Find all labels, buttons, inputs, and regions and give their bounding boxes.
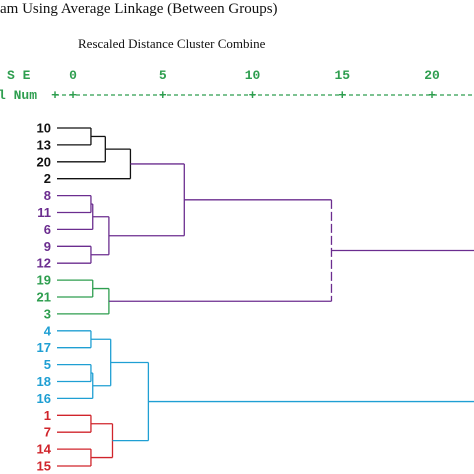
axis-tick-mark: + bbox=[428, 88, 436, 103]
axis-ticks: 0+5+10+15+20++ bbox=[51, 68, 440, 103]
header-row-label: l Num bbox=[0, 88, 37, 103]
leaf-label: 15 bbox=[37, 459, 51, 474]
axis-tick-label: 15 bbox=[334, 68, 350, 83]
leaf-label: 6 bbox=[44, 222, 51, 237]
leaf-label: 11 bbox=[37, 205, 51, 220]
leaf-label: 16 bbox=[37, 391, 51, 406]
dendrogram-links bbox=[57, 127, 474, 467]
leaf-label: 19 bbox=[37, 273, 51, 288]
leaf-label: 14 bbox=[37, 442, 52, 457]
leaf-label: 20 bbox=[37, 154, 51, 169]
leaf-label: 5 bbox=[44, 357, 51, 372]
axis-tick-label: 5 bbox=[159, 68, 167, 83]
leaf-label: 12 bbox=[37, 256, 51, 271]
leaf-label: 17 bbox=[37, 340, 51, 355]
axis-tick-label: 10 bbox=[245, 68, 261, 83]
leaf-label: 18 bbox=[37, 374, 51, 389]
leaf-label: 3 bbox=[44, 306, 51, 321]
axis-tick-mark: + bbox=[69, 88, 77, 103]
leaf-label: 1 bbox=[44, 408, 51, 423]
axis-tick-label: 0 bbox=[69, 68, 77, 83]
header-label: S E bbox=[7, 68, 31, 83]
chart-subtitle: Rescaled Distance Cluster Combine bbox=[78, 36, 266, 51]
leaf-label: 10 bbox=[37, 121, 51, 136]
leaf-label: 2 bbox=[44, 171, 51, 186]
axis-tick-label: 20 bbox=[424, 68, 440, 83]
leaf-label: 9 bbox=[44, 239, 51, 254]
leaf-label: 13 bbox=[37, 137, 51, 152]
chart-title: am Using Average Linkage (Between Groups… bbox=[0, 1, 278, 17]
leaf-label: 8 bbox=[44, 188, 51, 203]
leaf-label: 4 bbox=[44, 323, 52, 338]
leaf-label: 7 bbox=[44, 425, 51, 440]
leaf-label: 21 bbox=[37, 290, 51, 305]
